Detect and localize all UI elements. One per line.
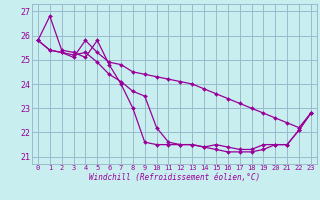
X-axis label: Windchill (Refroidissement éolien,°C): Windchill (Refroidissement éolien,°C) [89,173,260,182]
